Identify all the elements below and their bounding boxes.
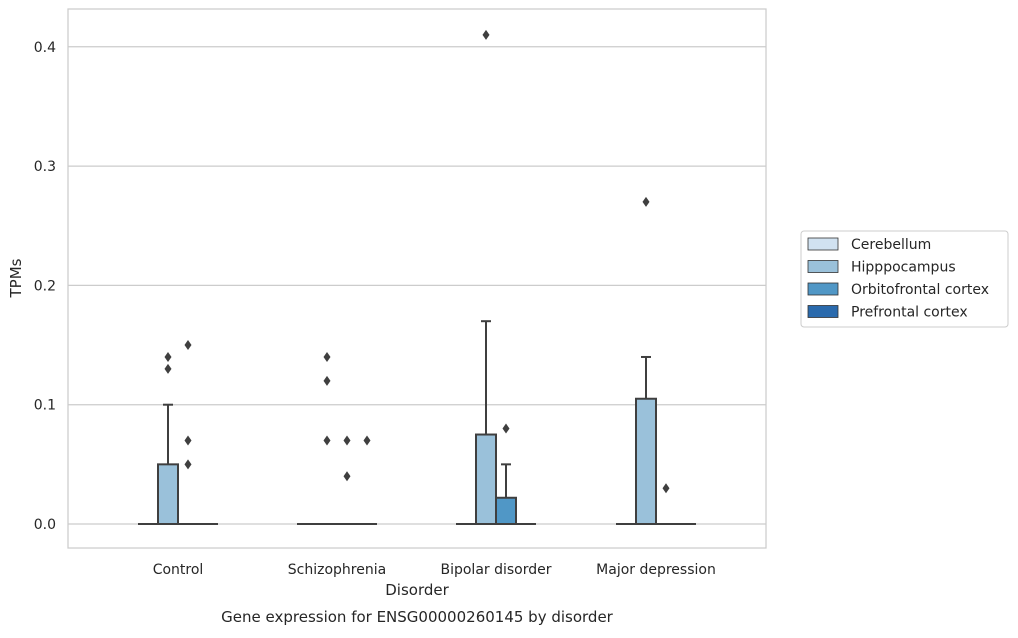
x-tick-label: Control — [153, 562, 204, 578]
plot-frame — [67, 8, 767, 549]
outlier-marker — [184, 459, 192, 470]
outlier-marker — [642, 196, 650, 207]
legend-label: Prefrontal cortex — [851, 305, 968, 321]
outlier-marker — [323, 351, 331, 362]
outlier-marker — [343, 471, 351, 482]
y-tick-label: 0.4 — [34, 40, 56, 56]
box-group — [337, 435, 357, 525]
box-group — [635, 196, 657, 525]
y-tick-label: 0.3 — [34, 159, 56, 175]
outlier-marker — [502, 423, 510, 434]
outlier-marker — [343, 435, 351, 446]
legend-label: Orbitofrontal cortex — [851, 282, 989, 298]
legend-frame — [800, 230, 1009, 328]
legend-swatch — [807, 305, 839, 318]
outlier-marker — [323, 435, 331, 446]
x-tick-label: Schizophrenia — [288, 562, 386, 578]
outlier-marker — [164, 363, 172, 374]
y-tick-label: 0.2 — [34, 278, 56, 294]
legend-swatch — [807, 237, 839, 251]
box-group — [495, 423, 517, 525]
x-axis-title: Disorder — [385, 581, 449, 599]
y-tick-label: 0.0 — [34, 517, 56, 533]
box-group — [357, 435, 377, 525]
outlier-marker — [662, 483, 670, 494]
outlier-marker — [323, 375, 331, 386]
legend-label: Hipppocampus — [851, 260, 956, 276]
outlier-marker — [482, 29, 490, 40]
box-group — [475, 29, 497, 525]
outlier-marker — [363, 435, 371, 446]
legend-label: Cerebellum — [851, 237, 931, 253]
box-body — [635, 397, 657, 525]
outlier-marker — [164, 351, 172, 362]
y-axis-title: TPMs — [7, 258, 25, 298]
box-body — [157, 463, 179, 526]
legend: Cerebellum Hipppocampus Orbitofrontal cort… — [800, 230, 1009, 328]
x-tick-labels: Control Schizophrenia Bipolar disorder Majo… — [153, 562, 716, 578]
y-tick-labels: 0.0 0.1 0.2 0.3 0.4 — [34, 40, 56, 533]
box-group — [178, 340, 198, 525]
gridlines — [68, 46, 766, 525]
x-tick-label: Bipolar disorder — [440, 562, 551, 578]
box-body — [495, 496, 517, 525]
x-tick-label: Major depression — [596, 562, 716, 578]
box-body — [475, 433, 497, 525]
box-group — [656, 483, 676, 525]
outlier-marker — [184, 435, 192, 446]
outlier-marker — [184, 340, 192, 351]
legend-swatch — [807, 260, 839, 273]
boxes-layer — [138, 29, 696, 526]
legend-swatch — [807, 282, 839, 296]
chart-caption: Gene expression for ENSG00000260145 by d… — [221, 608, 614, 626]
y-tick-label: 0.1 — [34, 398, 56, 414]
box-group — [317, 351, 337, 525]
box-group — [157, 351, 179, 526]
